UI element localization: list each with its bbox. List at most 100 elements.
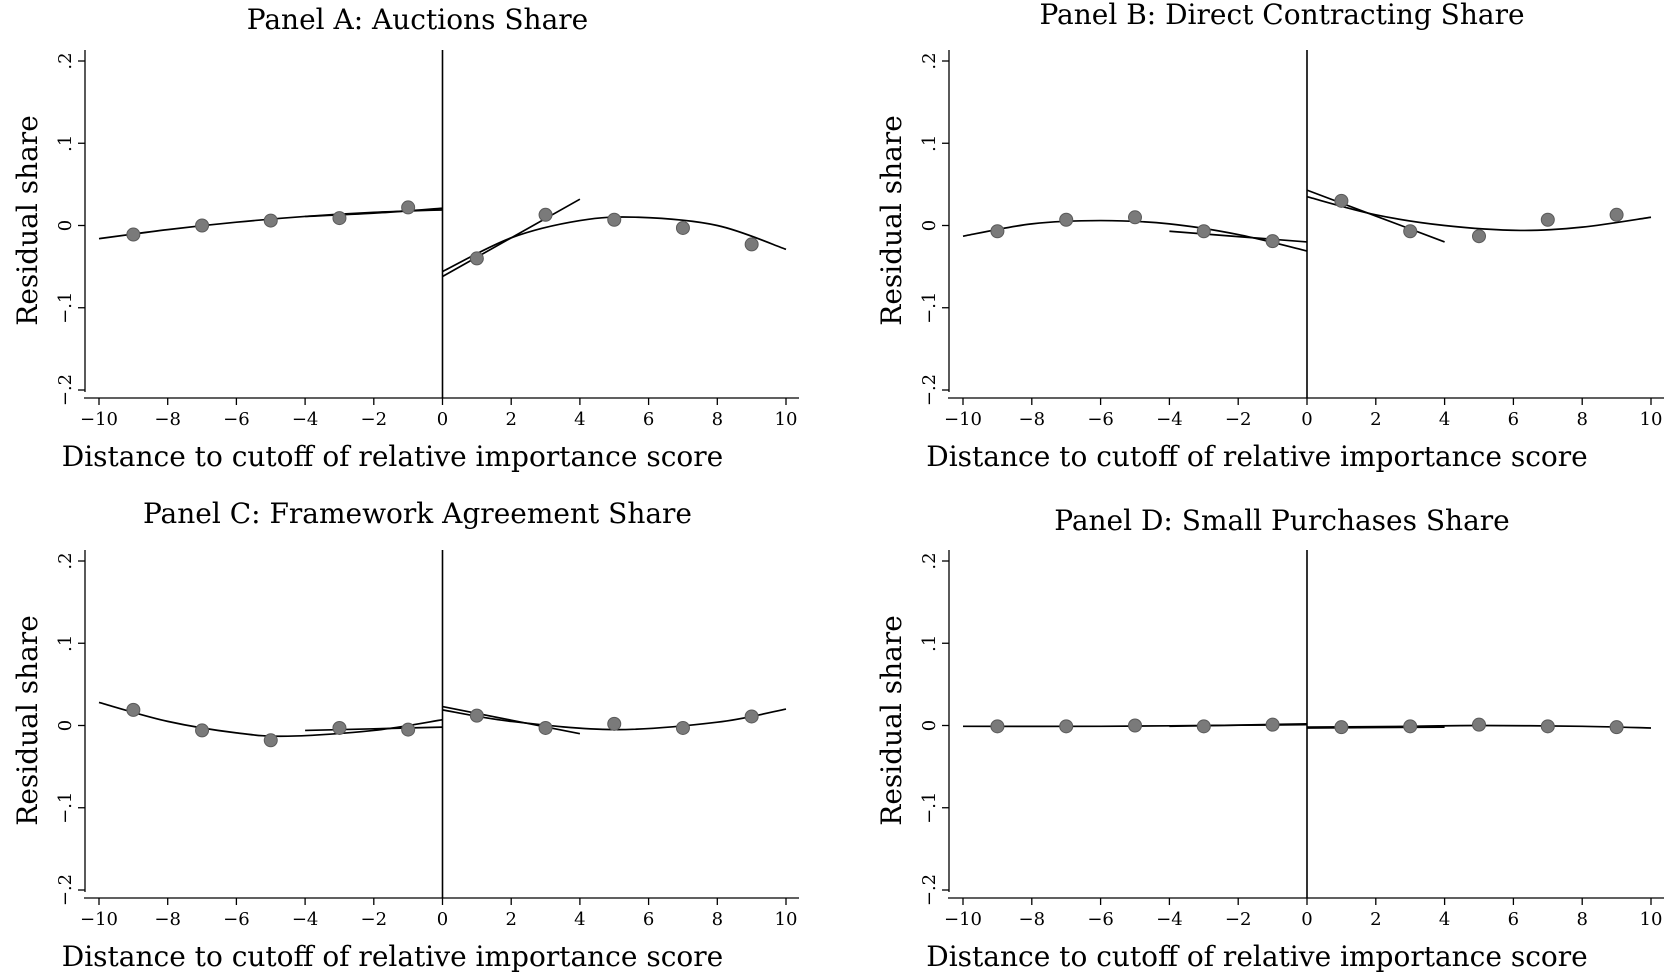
data-point [401,722,416,737]
y-tick-label: 0 [55,220,76,231]
fit-line [305,207,443,218]
y-axis-title: Residual share [11,115,44,326]
data-point [675,720,690,735]
data-point [1403,719,1418,734]
data-point [263,733,278,748]
data-point [332,720,347,735]
x-tick-label: −4 [292,409,319,430]
y-axis-title: Residual share [875,115,908,326]
data-point [332,211,347,226]
x-tick-label: −6 [1087,409,1114,430]
x-axis-title: Distance to cutoff of relative importanc… [926,440,1587,473]
y-tick-label: .2 [919,52,940,69]
x-tick-label: −2 [1225,409,1252,430]
data-point [263,213,278,228]
fit-line [1306,195,1652,232]
x-tick-label: −2 [361,409,388,430]
x-tick-label: 6 [1508,909,1519,930]
panel-a-auctions: Panel A: Auctions Share −.2 −.1 0 .1 .2 Residu… [11,3,799,473]
data-point [1265,717,1280,732]
panel-title: Panel C: Framework Agreement Share [143,497,692,530]
y-tick-label: .2 [55,52,76,69]
data-point [1472,229,1486,244]
x-tick-label: −8 [154,909,181,930]
data-point [126,702,141,717]
data-point [195,723,210,738]
data-point [1196,224,1211,239]
y-tick-label: .1 [919,135,940,152]
data-point [469,708,484,723]
data-point [675,220,690,235]
x-tick-label: 0 [437,909,448,930]
x-tick-label: 8 [1576,909,1587,930]
x-tick-label: 10 [1640,409,1663,430]
data-point [126,227,141,242]
x-tick-label: 2 [505,409,516,430]
x-tick-label: 2 [1370,909,1381,930]
data-point [1609,720,1624,735]
y-tick-label: −.1 [919,292,940,324]
x-axis-title: Distance to cutoff of relative importanc… [62,440,723,473]
y-tick-label: −.2 [55,874,76,906]
y-tick-label: .2 [55,552,76,569]
data-point [1540,719,1555,734]
x-tick-label: 4 [1439,909,1450,930]
x-tick-label: 0 [437,409,448,430]
data-point [1128,718,1142,733]
y-tick-label: −.2 [919,874,940,906]
data-point [990,224,1005,239]
y-tick-label: −.1 [55,292,76,324]
y-tick-label: −.2 [919,374,940,406]
data-point [1403,224,1418,239]
y-axis-title: Residual share [875,615,908,826]
y-tick-label: .1 [55,135,76,152]
data-point [1196,719,1211,734]
x-tick-label: −8 [1019,409,1046,430]
x-tick-label: −4 [292,909,319,930]
x-tick-label: 4 [1439,409,1450,430]
y-tick-label: 0 [919,720,940,731]
fit-line [98,701,443,738]
x-tick-label: 0 [1301,909,1312,930]
y-tick-label: .1 [55,635,76,652]
x-tick-label: 10 [775,409,798,430]
fit-line [1306,189,1445,243]
fit-line [442,705,581,735]
x-tick-label: −6 [1087,909,1114,930]
x-tick-label: −8 [1019,909,1046,930]
data-point [1128,210,1142,225]
data-point [538,720,553,735]
data-point [990,719,1005,734]
x-tick-label: 4 [574,909,585,930]
data-point [1059,212,1074,227]
panel-b-direct-contracting: Panel B: Direct Contracting Share −.2 −.1 0… [875,0,1664,473]
y-tick-label: 0 [919,220,940,231]
x-tick-label: 2 [505,909,516,930]
fit-line [305,726,443,732]
x-tick-label: −10 [80,909,118,930]
fit-line [962,219,1308,252]
data-point [1540,212,1555,227]
x-tick-label: −2 [361,909,388,930]
x-tick-label: 10 [1640,909,1663,930]
y-axis-title: Residual share [11,615,44,826]
y-tick-label: 0 [55,720,76,731]
data-point [538,207,553,222]
x-tick-label: −10 [944,909,982,930]
x-tick-label: −4 [1156,909,1183,930]
x-tick-label: 8 [712,409,723,430]
x-tick-label: 4 [574,409,585,430]
y-tick-label: −.1 [55,792,76,824]
x-axis-title: Distance to cutoff of relative importanc… [62,940,723,973]
panel-title: Panel A: Auctions Share [247,3,588,36]
panel-c-framework-agreement: Panel C: Framework Agreement Share −.2 −.1… [11,497,799,973]
data-point [195,218,210,233]
x-tick-label: 6 [643,909,654,930]
y-tick-label: .2 [919,552,940,569]
x-tick-label: 6 [1508,409,1519,430]
x-tick-label: 8 [712,909,723,930]
data-point [607,212,622,227]
panel-title: Panel B: Direct Contracting Share [1039,0,1524,31]
x-tick-label: 2 [1370,409,1381,430]
